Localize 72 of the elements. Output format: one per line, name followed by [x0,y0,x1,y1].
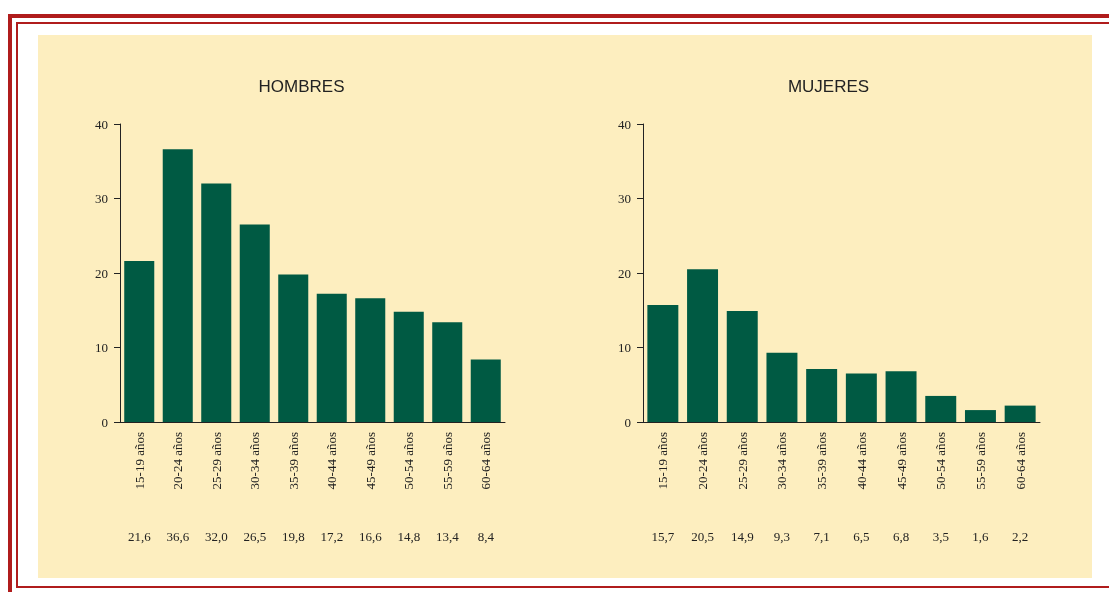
bar [687,269,719,422]
x-tick-label: 30-34 años [774,432,790,490]
x-tick-label: 50-54 años [401,432,417,490]
y-tick-label: 40 [95,116,108,132]
data-label: 7,1 [813,529,830,544]
data-label: 14,9 [730,529,754,544]
x-tick-label: 45-49 años [893,432,909,490]
x-tick-label: 20-24 años [695,432,711,490]
x-tick-label: 30-34 años [247,432,263,490]
data-label: 1,6 [972,529,990,544]
bar [726,311,758,422]
chart-title: MUJERES [787,77,870,96]
x-tick-label: 35-39 años [285,432,301,490]
x-tick-label: 60-64 años [1012,432,1028,490]
data-label: 6,5 [853,529,870,544]
x-tick-label: 25-29 años [208,432,224,490]
data-label: 16,6 [358,529,383,544]
x-tick-label: 15-19 años [655,432,671,490]
bar [316,293,347,422]
y-tick-label: 30 [618,191,631,206]
x-tick-label: 55-59 años [972,432,988,490]
data-label: 20,5 [691,529,714,544]
y-tick-label: 30 [95,191,108,206]
bar [393,311,424,422]
x-tick-label: 55-59 años [439,432,455,490]
bar [845,373,877,422]
x-tick-label: 25-29 años [734,432,750,490]
bar [925,395,957,422]
data-label: 9,3 [773,529,791,544]
data-label: 13,4 [435,529,460,544]
bar [201,183,232,422]
y-tick-label: 20 [95,265,108,281]
y-tick-label: 0 [101,414,108,430]
data-label: 14,8 [397,529,421,544]
bar [432,322,463,422]
bar [885,371,917,422]
bar [162,149,193,422]
bar [355,298,386,422]
bar [766,352,798,422]
x-tick-label: 40-44 años [853,432,869,490]
y-tick-label: 0 [624,414,631,430]
x-tick-label: 40-44 años [324,432,340,490]
x-tick-label: 45-49 años [362,432,378,490]
data-label: 36,6 [166,529,190,544]
data-label: 26,5 [243,529,267,544]
bar [278,274,309,422]
y-tick-label: 20 [618,265,631,281]
bar [647,305,679,422]
x-tick-label: 35-39 años [814,432,830,490]
data-label: 2,2 [1012,529,1029,544]
y-tick-label: 40 [618,116,631,132]
x-tick-label: 60-64 años [478,432,494,490]
bar [470,359,501,422]
bar [964,410,996,422]
data-label: 6,8 [892,529,910,544]
bar [806,369,838,422]
bar [1004,405,1036,422]
x-tick-label: 20-24 años [170,432,186,490]
y-tick-label: 10 [618,340,631,355]
data-label: 21,6 [127,529,152,544]
data-label: 8,4 [477,529,495,544]
data-label: 32,0 [204,529,228,544]
x-tick-label: 15-19 años [131,432,147,490]
data-label: 17,2 [320,529,344,544]
bar [239,224,270,422]
bar [124,261,155,422]
chart-title: HOMBRES [258,77,345,96]
data-label: 3,5 [932,529,949,544]
y-tick-label: 10 [95,340,108,355]
data-label: 19,8 [281,529,305,544]
x-tick-label: 50-54 años [933,432,949,490]
data-label: 15,7 [651,529,675,544]
